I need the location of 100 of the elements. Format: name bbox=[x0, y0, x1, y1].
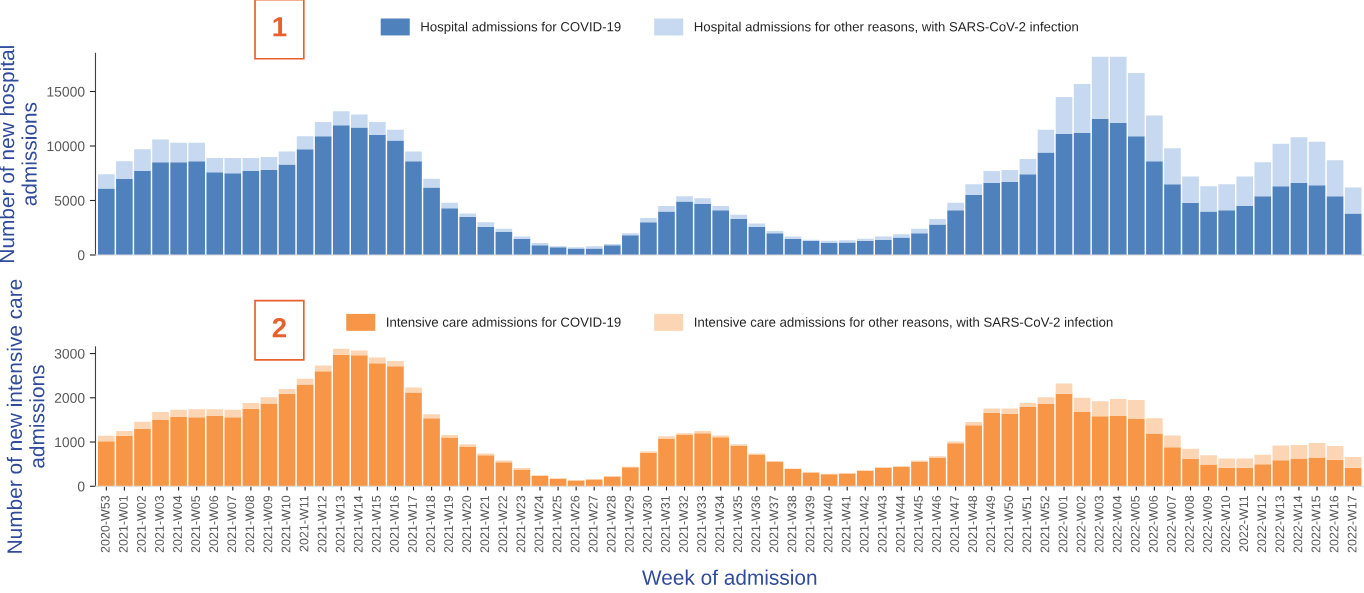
y-tick-label: 5000 bbox=[54, 195, 85, 206]
bar bbox=[260, 403, 278, 487]
bar bbox=[549, 478, 567, 487]
bar bbox=[1326, 160, 1344, 197]
bar bbox=[1055, 134, 1073, 255]
bar bbox=[278, 393, 296, 487]
bar bbox=[712, 205, 730, 211]
x-axis-title: Week of admission bbox=[642, 569, 817, 585]
x-tick-label: 2022-W09 bbox=[1203, 495, 1212, 553]
x-tick-label: 2021-W22 bbox=[498, 495, 508, 553]
x-tick-label: 2021-W08 bbox=[245, 495, 255, 553]
x-tick-label: 2021-W45 bbox=[913, 495, 923, 553]
x-tick-label: 2021-W32 bbox=[679, 495, 688, 553]
bar bbox=[1037, 397, 1055, 404]
x-tick-label: 2021-W52 bbox=[1040, 495, 1050, 553]
x-tick-label: 2022-W10 bbox=[1221, 495, 1231, 553]
bar bbox=[224, 417, 242, 487]
bar bbox=[1091, 118, 1109, 255]
y-tick-label: 3000 bbox=[54, 348, 85, 359]
x-tick-label: 2021-W05 bbox=[191, 495, 201, 553]
x-tick-label: 2021-W11 bbox=[299, 495, 309, 552]
x-tick-label: 2021-W31 bbox=[661, 495, 670, 553]
bar bbox=[1290, 458, 1308, 487]
x-tick-label: 2022-W14 bbox=[1293, 495, 1303, 553]
x-tick-label: 2022-W17 bbox=[1347, 495, 1357, 553]
x-tick-label: 2022-W16 bbox=[1329, 495, 1339, 553]
x-tick-label: 2022-W13 bbox=[1275, 495, 1285, 553]
bar bbox=[224, 157, 242, 174]
x-tick-label: 2022-W04 bbox=[1112, 495, 1122, 553]
x-tick-label: 2021-W41 bbox=[841, 495, 851, 553]
x-tick-label: 2021-W20 bbox=[462, 495, 472, 553]
bar bbox=[1037, 129, 1055, 153]
x-tick-label: 2021-W07 bbox=[227, 495, 237, 553]
bar bbox=[694, 430, 711, 434]
bar bbox=[1272, 445, 1290, 461]
x-tick-label: 2021-W21 bbox=[480, 495, 490, 553]
bar bbox=[802, 472, 820, 487]
y-tick-label: 0 bbox=[77, 481, 85, 492]
bar bbox=[1344, 467, 1362, 487]
x-tick-label: 2021-W43 bbox=[877, 495, 887, 553]
bar bbox=[1272, 460, 1290, 487]
bar bbox=[784, 236, 802, 239]
x-tick-label: 2021-W15 bbox=[371, 495, 381, 553]
bar bbox=[260, 156, 278, 170]
bar bbox=[296, 384, 314, 487]
y-axis-title: Number of new intensive care admissions bbox=[6, 279, 45, 553]
x-tick-label: 2021-W40 bbox=[823, 495, 833, 553]
bar bbox=[1164, 435, 1181, 448]
x-tick-label: 2021-W01 bbox=[118, 495, 128, 553]
bar bbox=[98, 435, 115, 442]
x-tick-label: 2021-W42 bbox=[859, 495, 869, 553]
bar bbox=[929, 219, 946, 225]
bar bbox=[260, 169, 278, 255]
bar bbox=[983, 171, 1001, 184]
text: 1 bbox=[273, 17, 287, 37]
bar bbox=[1055, 383, 1073, 394]
bar bbox=[1344, 457, 1362, 468]
bar bbox=[278, 388, 296, 394]
bar bbox=[242, 403, 260, 409]
x-tick-label: 2022-W02 bbox=[1076, 495, 1086, 553]
bar bbox=[314, 122, 332, 137]
bar bbox=[134, 421, 151, 429]
x-tick-label: 2022-W11 bbox=[1239, 495, 1249, 552]
bar bbox=[658, 436, 675, 439]
x-tick-label: 2022-W08 bbox=[1185, 495, 1194, 553]
x-tick-label: 2021-W02 bbox=[136, 495, 146, 553]
x-tick-label: 2021-W26 bbox=[570, 495, 580, 553]
x-tick-label: 2021-W39 bbox=[805, 495, 815, 553]
x-tick-label: 2021-W47 bbox=[950, 495, 959, 553]
x-tick-label: 2022-W15 bbox=[1311, 495, 1321, 553]
y-tick-label: 2000 bbox=[54, 393, 85, 403]
bar bbox=[1019, 407, 1037, 487]
bar bbox=[242, 408, 260, 487]
bar bbox=[1308, 442, 1326, 458]
bar bbox=[224, 173, 242, 255]
y-axis-title: Number of new hospital admissions bbox=[0, 46, 37, 262]
x-tick-label: 2022-W01 bbox=[1058, 495, 1068, 553]
bar bbox=[748, 226, 766, 255]
bar bbox=[405, 151, 422, 162]
bar bbox=[531, 475, 549, 487]
x-tick-label: 2022-W07 bbox=[1166, 495, 1176, 553]
bar bbox=[495, 232, 513, 255]
bar bbox=[1055, 393, 1073, 487]
bar bbox=[296, 149, 314, 255]
bar bbox=[820, 474, 838, 487]
bar bbox=[730, 214, 748, 220]
bar bbox=[766, 233, 784, 255]
bar bbox=[640, 217, 657, 223]
x-tick-label: 2021-W27 bbox=[588, 495, 598, 553]
x-tick-label: 2022-W03 bbox=[1094, 495, 1104, 553]
bar bbox=[1272, 186, 1290, 255]
bar bbox=[314, 365, 332, 372]
bar bbox=[1037, 152, 1055, 255]
x-tick-label: 2021-W51 bbox=[1022, 495, 1032, 553]
bar bbox=[1091, 416, 1109, 487]
x-tick-label: 2021-W18 bbox=[426, 495, 435, 553]
bar bbox=[477, 222, 495, 227]
y-tick-label: 15000 bbox=[47, 86, 85, 97]
x-tick-label: 2021-W19 bbox=[444, 495, 454, 553]
x-tick-label: 2021-W37 bbox=[769, 495, 779, 553]
